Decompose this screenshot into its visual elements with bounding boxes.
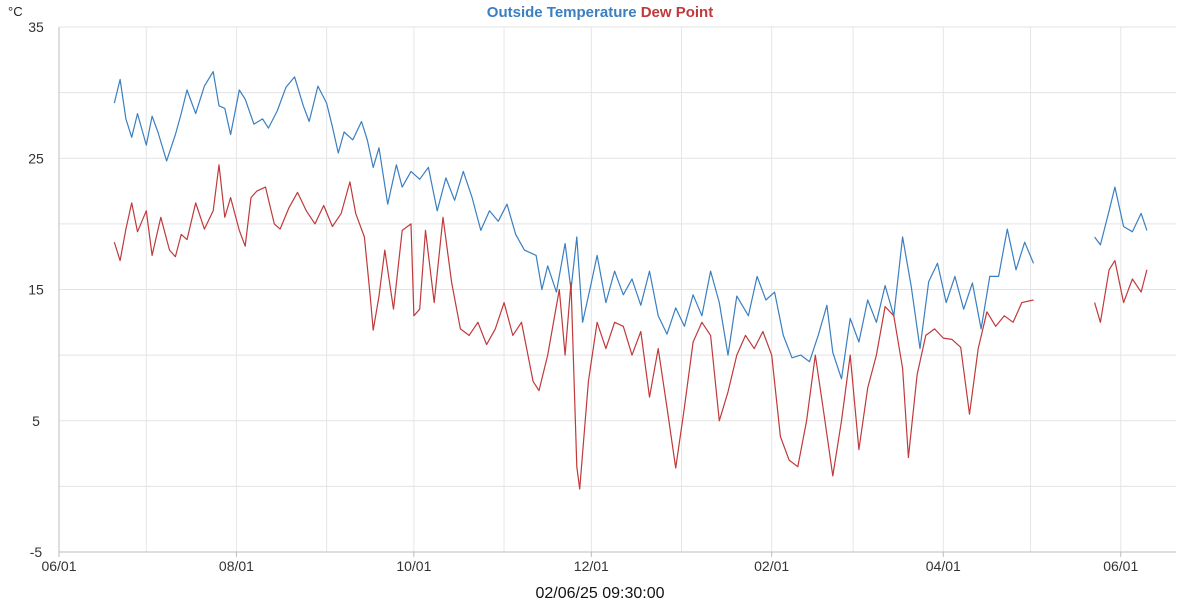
- chart-title: Outside Temperature Dew Point: [487, 4, 713, 21]
- outside-temperature-line: [1094, 186, 1148, 246]
- outside-temperature-line: [113, 71, 1035, 380]
- x-tick-label: 08/01: [219, 558, 254, 574]
- x-tick-label: 06/01: [1103, 558, 1138, 574]
- title-part: Outside Temperature: [487, 4, 637, 21]
- x-tick-label: 04/01: [926, 558, 961, 574]
- timestamp: 02/06/25 09:30:00: [535, 585, 664, 600]
- y-tick-label: -5: [30, 544, 43, 560]
- x-tick-label: 02/01: [754, 558, 789, 574]
- y-tick-label: 25: [28, 150, 44, 166]
- y-unit-label: °C: [8, 4, 23, 19]
- y-tick-label: 5: [32, 413, 40, 429]
- x-tick-label: 06/01: [41, 558, 76, 574]
- grid: [59, 26, 1176, 553]
- series-lines: [113, 71, 1148, 490]
- tick-labels: -5 5 15 25 35 06/01 08/01 10/01 12/01 02/01 04/01 0…: [28, 19, 1138, 574]
- title-part: Dew Point: [637, 4, 714, 21]
- dew-point-line: [1094, 260, 1148, 323]
- axes: [58, 27, 1176, 557]
- x-tick-label: 10/01: [396, 558, 431, 574]
- dew-point-line: [113, 164, 1034, 490]
- y-tick-label: 35: [28, 19, 44, 35]
- x-tick-label: 12/01: [574, 558, 609, 574]
- y-tick-label: 15: [28, 282, 44, 298]
